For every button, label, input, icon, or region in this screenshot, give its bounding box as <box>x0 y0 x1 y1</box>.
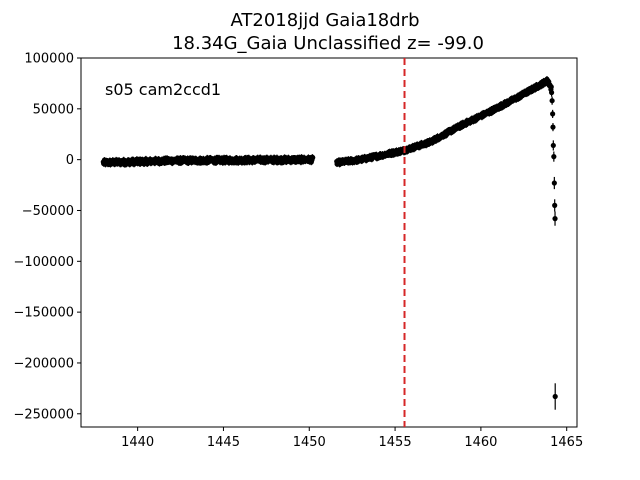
outlier-point <box>551 180 557 186</box>
y-tick-label: 50000 <box>33 102 74 117</box>
outlier-point <box>551 154 557 160</box>
x-tick-label: 1455 <box>379 435 412 450</box>
x-tick-label: 1445 <box>207 435 240 450</box>
outlier-point <box>552 202 558 208</box>
outlier-point <box>550 142 556 149</box>
outlier-point <box>552 393 558 400</box>
x-tick-label: 1450 <box>293 435 326 450</box>
y-tick-label: −200000 <box>13 356 74 371</box>
y-axis: 100000 50000 0 −50000 −100000 −150000 −200000 −… <box>13 52 81 422</box>
plot-frame <box>80 57 578 428</box>
y-tick-label: 100000 <box>24 52 74 67</box>
y-tick-label: −150000 <box>13 306 74 321</box>
data-point <box>310 155 316 161</box>
outlier-point <box>550 124 556 130</box>
x-tick-label: 1465 <box>550 435 583 450</box>
y-tick-label: −50000 <box>22 204 74 219</box>
x-tick-label: 1440 <box>121 435 154 450</box>
y-tick-label: 0 <box>66 153 74 168</box>
x-axis: 1440 1445 1450 1455 1460 1465 <box>121 427 583 450</box>
outlier-point <box>549 98 555 104</box>
outlier-point <box>552 216 558 222</box>
chart-title-line1: AT2018jjd Gaia18drb <box>230 10 419 31</box>
outlier-point <box>550 111 556 117</box>
y-tick-label: −100000 <box>13 255 74 270</box>
y-tick-label: −250000 <box>13 407 74 422</box>
outlier-point <box>548 89 555 96</box>
data-points <box>100 76 558 410</box>
chart-title-line2: 18.34G_Gaia Unclassified z= -99.0 <box>172 33 484 54</box>
x-tick-label: 1460 <box>464 435 497 450</box>
data-point <box>548 84 554 90</box>
sector-camera-annotation: s05 cam2ccd1 <box>105 80 221 99</box>
